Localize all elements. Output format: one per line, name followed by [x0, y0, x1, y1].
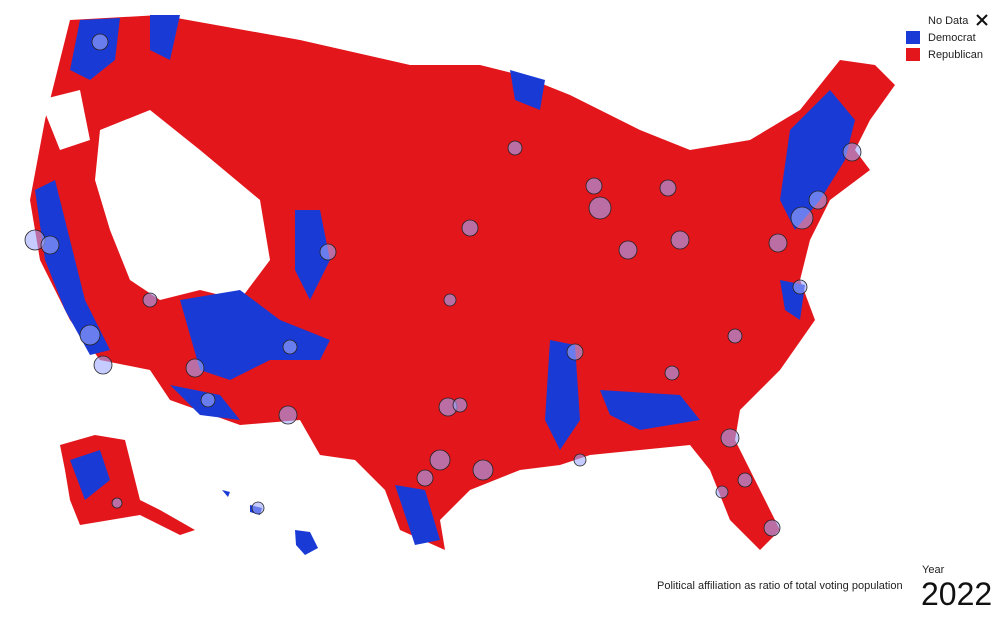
- legend-swatch: [906, 31, 920, 44]
- caption: Political affiliation as ratio of total …: [657, 580, 903, 592]
- dem-region: [295, 210, 330, 300]
- alaska: [60, 435, 195, 535]
- city-bubble: [278, 405, 298, 425]
- close-button[interactable]: [974, 12, 990, 28]
- year-label: Year: [922, 564, 945, 576]
- legend-entry: Democrat: [906, 29, 983, 46]
- hawaii-island: [222, 490, 230, 497]
- dem-region: [70, 18, 120, 80]
- city-bubble: [111, 497, 123, 509]
- city-bubble: [737, 472, 753, 488]
- city-bubble: [79, 324, 101, 346]
- city-bubble: [429, 449, 451, 471]
- close-icon[interactable]: [976, 14, 988, 26]
- city-bubble: [808, 190, 828, 210]
- legend-label: Republican: [928, 48, 984, 61]
- city-bubble: [659, 179, 677, 197]
- dem-region: [395, 485, 440, 545]
- city-bubble: [200, 392, 216, 408]
- city-bubble: [664, 365, 680, 381]
- city-bubble: [507, 140, 523, 156]
- city-bubble: [461, 219, 479, 237]
- city-bubble: [142, 292, 158, 308]
- city-bubble: [472, 459, 494, 481]
- dem-region: [150, 15, 180, 60]
- city-bubble: [251, 501, 265, 515]
- city-bubble: [618, 240, 638, 260]
- dem-region: [510, 70, 545, 110]
- city-bubble: [443, 293, 457, 307]
- city-bubble: [91, 33, 109, 51]
- year-value: 2022: [921, 576, 993, 612]
- hawaii: [222, 490, 318, 555]
- dem-region: [780, 90, 855, 230]
- city-bubble: [573, 453, 587, 467]
- city-bubble: [588, 196, 612, 220]
- city-bubble: [93, 355, 113, 375]
- dem-region: [70, 450, 110, 500]
- mainland: [30, 15, 895, 550]
- legend-entry: No Data: [906, 12, 983, 29]
- city-bubble: [720, 428, 740, 448]
- city-bubble: [585, 177, 603, 195]
- city-bubble: [416, 469, 434, 487]
- city-bubble: [768, 233, 788, 253]
- legend-swatch: [906, 48, 920, 61]
- city-bubble: [670, 230, 690, 250]
- legend-label: Democrat: [928, 31, 976, 44]
- dem-region: [600, 390, 700, 430]
- city-bubble: [763, 519, 781, 537]
- city-bubble: [566, 343, 584, 361]
- legend-entry: Republican: [906, 46, 983, 63]
- city-bubble: [715, 485, 729, 499]
- city-bubble: [40, 235, 60, 255]
- legend-swatch: [906, 14, 920, 27]
- city-bubble: [792, 279, 808, 295]
- city-bubble: [452, 397, 468, 413]
- legend-label: No Data: [928, 14, 969, 27]
- city-bubble: [727, 328, 743, 344]
- city-bubble: [282, 339, 298, 355]
- city-bubble: [185, 358, 205, 378]
- no-data-region: [95, 110, 270, 300]
- dem-region: [545, 340, 580, 450]
- city-bubble: [319, 243, 337, 261]
- city-bubble: [842, 142, 862, 162]
- no-data-region: [40, 90, 90, 150]
- city-bubbles: [24, 33, 862, 537]
- city-bubble: [790, 206, 814, 230]
- legend: No Data Democrat Republican: [906, 12, 983, 63]
- dem-region: [180, 290, 330, 380]
- dem-region: [35, 180, 110, 355]
- hawaii-island: [295, 530, 318, 555]
